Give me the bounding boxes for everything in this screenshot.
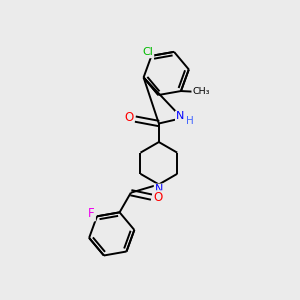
Text: CH₃: CH₃ xyxy=(192,87,210,96)
Text: O: O xyxy=(153,191,163,204)
Text: N: N xyxy=(176,111,184,122)
Text: N: N xyxy=(154,184,163,194)
Text: H: H xyxy=(187,116,194,126)
Text: Cl: Cl xyxy=(142,47,153,57)
Text: O: O xyxy=(124,111,134,124)
Text: F: F xyxy=(88,208,95,220)
